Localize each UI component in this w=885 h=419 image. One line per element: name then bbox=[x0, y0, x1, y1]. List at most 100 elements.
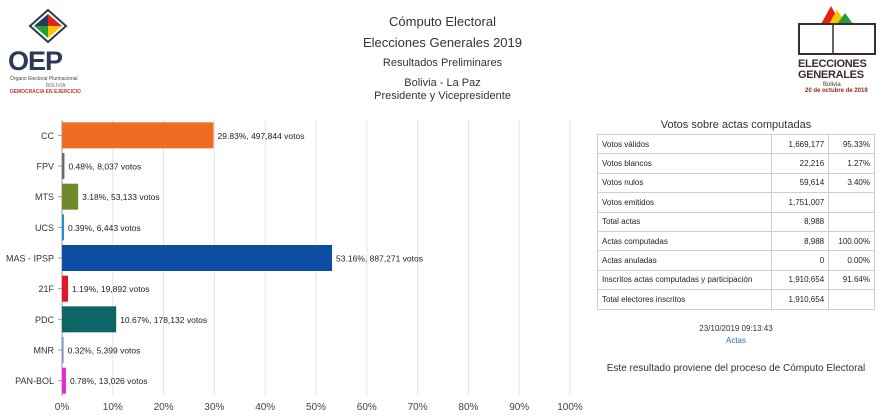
stats-row: Total actas 8,988 bbox=[597, 211, 875, 232]
x-tick-label: 100% bbox=[557, 402, 583, 413]
elections-logo-line2: GENERALES bbox=[798, 69, 864, 81]
oep-logo: OEP Órgano Electoral Plurinacional BOLIV… bbox=[6, 6, 102, 96]
stats-row: Votos emitidos 1,751,007 bbox=[597, 192, 875, 213]
elections-logo-line1: ELECCIONES bbox=[798, 58, 867, 70]
bar bbox=[62, 122, 214, 149]
stats-row: Inscritos actas computadas y participaci… bbox=[597, 269, 875, 291]
stats-label-cell: Inscritos actas computadas y participaci… bbox=[597, 269, 772, 291]
elections-logo-country: Bolivia bbox=[823, 82, 841, 88]
data-label: 53.16%, 887,271 votos bbox=[336, 254, 423, 264]
actas-link[interactable]: Actas bbox=[725, 336, 746, 345]
stats-value-cell: 22,216 bbox=[770, 153, 830, 174]
results-type: Resultados Preliminares bbox=[382, 57, 503, 69]
data-label: 3.18%, 53,133 votos bbox=[82, 192, 160, 202]
stats-value-cell: 59,614 bbox=[770, 172, 830, 194]
data-label: 1.19%, 19,892 votos bbox=[72, 284, 150, 294]
stats-table: Votos válidos 1,669,177 95.33% Votos blanco… bbox=[597, 133, 875, 310]
stats-pct-cell bbox=[828, 289, 875, 310]
bar bbox=[62, 183, 79, 210]
stats-value-cell: 1,910,654 bbox=[770, 269, 830, 291]
stats-panel: Votos sobre actas computadas Votos válid… bbox=[597, 118, 875, 310]
category-label: PAN-BOL bbox=[15, 376, 54, 386]
data-label: 0.39%, 6,443 votos bbox=[68, 223, 141, 233]
data-label: 29.83%, 497,844 votos bbox=[218, 131, 305, 141]
stats-label-cell: Total electores inscritos bbox=[597, 289, 772, 310]
x-tick-label: 0% bbox=[55, 402, 70, 413]
stats-value-cell: 0 bbox=[770, 250, 830, 271]
bar bbox=[62, 153, 65, 179]
x-tick-label: 40% bbox=[255, 402, 275, 413]
chart-svg: 0% 10% 20% 30% 40% 50% 60% 70% 80% 90% 100% CC 29.83… bbox=[6, 120, 583, 413]
stats-pct-cell: 0.00% bbox=[828, 250, 875, 271]
results-bar-chart: 0% 10% 20% 30% 40% 50% 60% 70% 80% 90% 100% CC 29.83… bbox=[0, 118, 585, 419]
stats-label-cell: Votos válidos bbox=[597, 133, 772, 155]
stats-pct-cell: 100.00% bbox=[828, 230, 875, 252]
elections-2019-logo: ELECCIONES GENERALES Bolivia 20 de octub… bbox=[793, 4, 883, 98]
data-label: 0.78%, 13,026 votos bbox=[70, 376, 148, 386]
stats-label-cell: Votos emitidos bbox=[597, 192, 772, 213]
stats-value-cell: 8,988 bbox=[770, 211, 830, 232]
category-label: MTS bbox=[35, 192, 54, 202]
location: Bolivia - La Paz bbox=[404, 77, 481, 89]
data-label: 0.48%, 8,037 votos bbox=[68, 162, 141, 172]
x-tick-label: 50% bbox=[306, 402, 326, 413]
race: Presidente y Vicepresidente bbox=[374, 90, 511, 102]
x-tick-label: 30% bbox=[204, 402, 224, 413]
bar bbox=[62, 275, 69, 302]
category-label: PDC bbox=[35, 315, 55, 325]
title-block: Cómputo Electoral Elecciones Generales 2… bbox=[240, 12, 645, 103]
stats-pct-cell: 95.33% bbox=[828, 133, 875, 155]
page-subtitle: Elecciones Generales 2019 bbox=[363, 35, 522, 50]
stats-label-cell: Actas computadas bbox=[597, 230, 772, 252]
stats-value-cell: 1,751,007 bbox=[770, 192, 830, 213]
oep-emblem-icon bbox=[28, 8, 68, 44]
stats-row: Total electores inscritos 1,910,654 bbox=[597, 289, 875, 310]
source-note: Este resultado proviene del proceso de C… bbox=[606, 363, 866, 374]
ballot-box-icon bbox=[798, 6, 876, 55]
category-label: MAS - IPSP bbox=[6, 254, 54, 264]
stats-row: Votos válidos 1,669,177 95.33% bbox=[597, 133, 875, 155]
category-label: MNR bbox=[34, 346, 55, 356]
bar bbox=[62, 214, 64, 241]
x-tick-label: 80% bbox=[458, 402, 478, 413]
stats-value-cell: 8,988 bbox=[770, 230, 830, 252]
stats-pct-cell: 91.64% bbox=[828, 269, 875, 291]
oep-logo-letters: OEP bbox=[8, 46, 63, 76]
x-tick-label: 60% bbox=[357, 402, 377, 413]
category-label: CC bbox=[41, 131, 54, 141]
stats-row: Actas anuladas 0 0.00% bbox=[597, 250, 875, 271]
stats-value-cell: 1,669,177 bbox=[770, 133, 830, 155]
stats-row: Actas computadas 8,988 100.00% bbox=[597, 230, 875, 252]
elections-logo-date: 20 de octubre de 2019 bbox=[805, 88, 868, 94]
oep-logo-subtitle: Órgano Electoral Plurinacional bbox=[10, 76, 78, 82]
stats-row: Votos nulos 59,614 3.40% bbox=[597, 172, 875, 194]
stats-label-cell: Votos blancos bbox=[597, 153, 772, 174]
bar bbox=[62, 337, 64, 363]
data-label: 0.32%, 5,399 votos bbox=[68, 346, 141, 356]
stats-label-cell: Actas anuladas bbox=[597, 250, 772, 271]
x-tick-label: 20% bbox=[154, 402, 174, 413]
category-label: 21F bbox=[38, 284, 54, 294]
stats-label-cell: Total actas bbox=[597, 211, 772, 232]
x-tick-label: 90% bbox=[509, 402, 529, 413]
category-label: UCS bbox=[35, 223, 54, 233]
oep-logo-tagline: DEMOCRACIA EN EJERCICIO bbox=[10, 89, 81, 95]
page-title: Cómputo Electoral bbox=[389, 14, 496, 29]
x-tick-label: 10% bbox=[103, 402, 123, 413]
stats-label-cell: Votos nulos bbox=[597, 172, 772, 194]
timestamp: 23/10/2019 09:13:43 bbox=[699, 324, 773, 333]
category-label: FPV bbox=[36, 162, 54, 172]
bar bbox=[62, 306, 117, 333]
oep-logo-country: BOLIVIA bbox=[46, 83, 66, 89]
stats-pct-cell bbox=[828, 211, 875, 232]
page-header: OEP Órgano Electoral Plurinacional BOLIV… bbox=[0, 0, 885, 110]
stats-pct-cell: 1.27% bbox=[828, 153, 875, 174]
stats-title: Votos sobre actas computadas bbox=[660, 119, 812, 131]
bar bbox=[62, 367, 66, 394]
x-tick-label: 70% bbox=[408, 402, 428, 413]
bar bbox=[62, 245, 333, 271]
stats-pct-cell bbox=[828, 192, 875, 213]
stats-value-cell: 1,910,654 bbox=[770, 289, 830, 310]
stats-pct-cell: 3.40% bbox=[828, 172, 875, 194]
data-label: 10.67%, 178,132 votos bbox=[120, 315, 207, 325]
